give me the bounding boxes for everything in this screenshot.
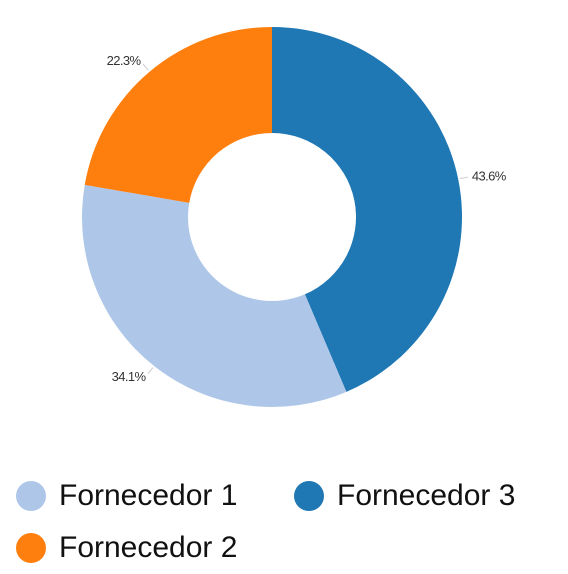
- legend-item-fornecedor-3: Fornecedor 3: [294, 474, 515, 518]
- legend-swatch-fornecedor-1: [16, 481, 46, 511]
- legend-label-fornecedor-3: Fornecedor 3: [337, 479, 515, 513]
- slice-label-fornecedor-3: 43.6%: [472, 168, 507, 183]
- chart-legend: Fornecedor 1 Fornecedor 3 Fornecedor 2: [16, 474, 556, 570]
- leader-line-fornecedor-1: [148, 368, 153, 374]
- legend-label-fornecedor-1: Fornecedor 1: [59, 479, 237, 513]
- legend-item-fornecedor-1: Fornecedor 1: [16, 474, 237, 518]
- legend-swatch-fornecedor-2: [16, 533, 46, 563]
- legend-item-fornecedor-2: Fornecedor 2: [16, 526, 237, 570]
- donut-chart: 43.6% 34.1% 22.3%: [0, 0, 568, 440]
- leader-line-fornecedor-2: [143, 64, 148, 70]
- leader-line-fornecedor-3: [460, 177, 468, 179]
- legend-swatch-fornecedor-3: [294, 481, 324, 511]
- slice-label-fornecedor-2: 22.3%: [107, 53, 142, 68]
- slice-label-fornecedor-1: 34.1%: [112, 369, 147, 384]
- legend-label-fornecedor-2: Fornecedor 2: [59, 531, 237, 565]
